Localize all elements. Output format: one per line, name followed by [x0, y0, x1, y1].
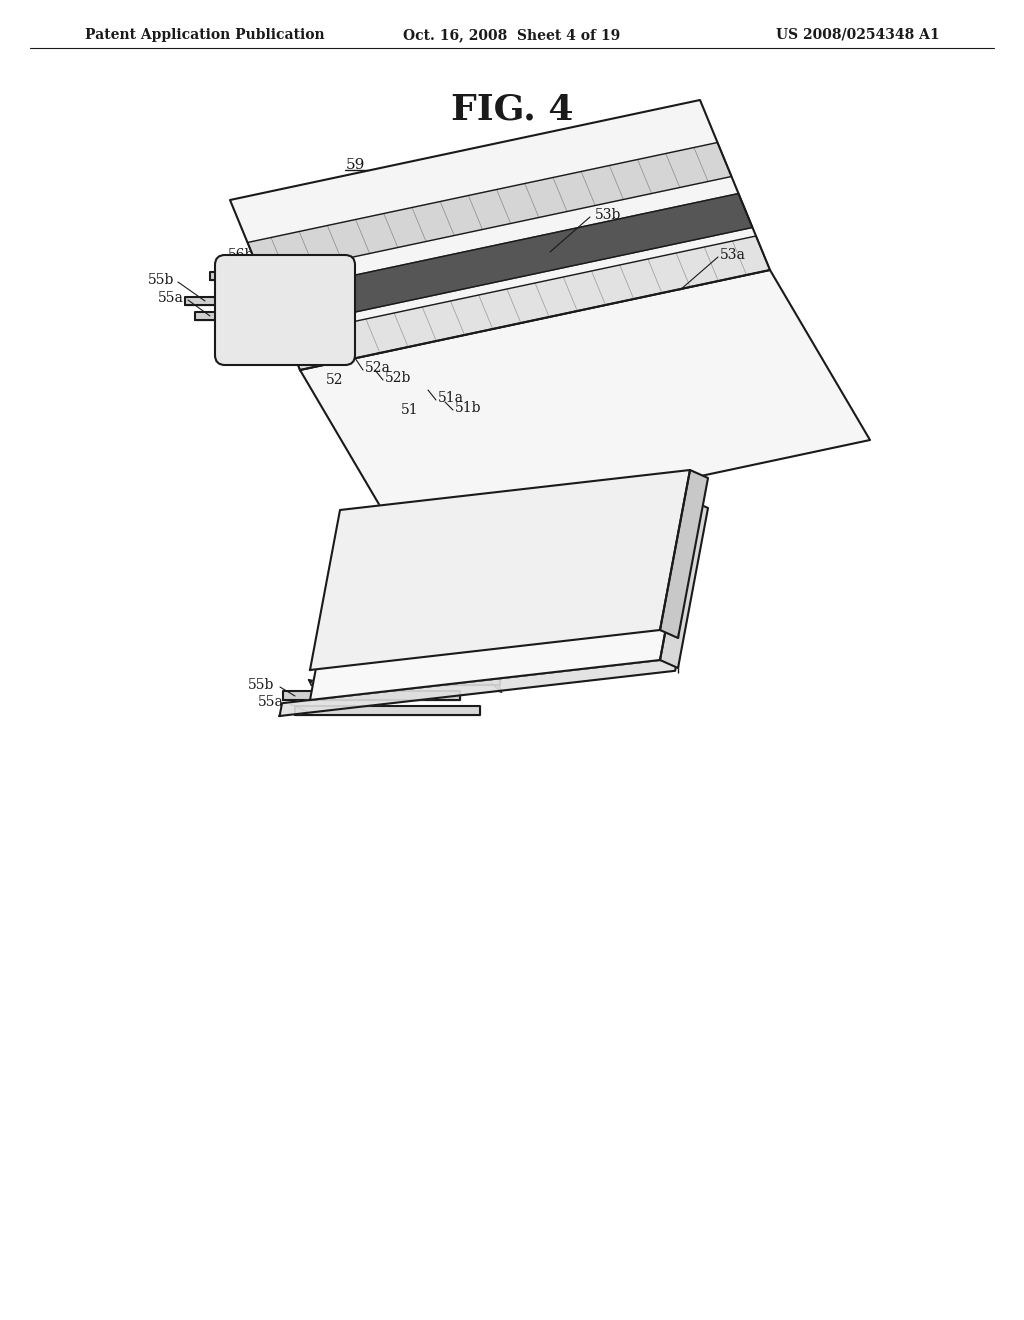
Polygon shape — [340, 676, 500, 685]
Polygon shape — [280, 657, 678, 715]
Text: 51: 51 — [401, 403, 419, 417]
Text: 50: 50 — [406, 642, 425, 655]
Polygon shape — [310, 470, 690, 671]
Polygon shape — [660, 500, 708, 668]
Text: FIG. 5: FIG. 5 — [451, 573, 573, 607]
Polygon shape — [286, 236, 770, 370]
Text: 56a: 56a — [248, 261, 273, 275]
Text: Patent Application Publication: Patent Application Publication — [85, 28, 325, 42]
FancyBboxPatch shape — [215, 255, 355, 366]
Text: 56b: 56b — [228, 248, 254, 261]
Polygon shape — [300, 271, 870, 540]
Polygon shape — [210, 272, 248, 280]
Polygon shape — [185, 297, 228, 305]
Text: 55b: 55b — [148, 273, 174, 286]
Text: 51b: 51b — [455, 401, 481, 414]
Text: FIG. 4: FIG. 4 — [451, 92, 573, 127]
Text: 57: 57 — [360, 550, 378, 565]
Text: 57a: 57a — [390, 523, 416, 537]
Polygon shape — [283, 690, 460, 700]
Polygon shape — [283, 690, 460, 700]
Polygon shape — [230, 100, 770, 370]
Polygon shape — [340, 676, 500, 685]
Polygon shape — [248, 143, 731, 276]
Text: 59: 59 — [345, 158, 365, 172]
Text: 55b: 55b — [248, 678, 274, 692]
Polygon shape — [218, 284, 255, 292]
Text: 56a: 56a — [365, 661, 391, 675]
Polygon shape — [310, 500, 690, 700]
Text: 56b: 56b — [345, 648, 372, 663]
Polygon shape — [300, 271, 870, 540]
Polygon shape — [195, 312, 234, 319]
Text: 55a: 55a — [158, 290, 184, 305]
Polygon shape — [295, 706, 480, 715]
Text: 53b: 53b — [595, 209, 622, 222]
Polygon shape — [660, 470, 708, 638]
Text: 55a: 55a — [258, 696, 284, 709]
Polygon shape — [328, 661, 488, 671]
Polygon shape — [185, 297, 228, 305]
Polygon shape — [268, 194, 753, 327]
Text: 52b: 52b — [385, 371, 412, 385]
Text: Oct. 16, 2008  Sheet 4 of 19: Oct. 16, 2008 Sheet 4 of 19 — [403, 28, 621, 42]
Text: 53a: 53a — [720, 248, 745, 261]
Polygon shape — [210, 272, 248, 280]
Text: 52: 52 — [327, 374, 344, 387]
Polygon shape — [328, 661, 488, 671]
Polygon shape — [195, 312, 234, 319]
Text: 51a: 51a — [438, 391, 464, 405]
Text: 52a: 52a — [365, 360, 391, 375]
Polygon shape — [295, 706, 480, 715]
Text: US 2008/0254348 A1: US 2008/0254348 A1 — [776, 28, 940, 42]
Polygon shape — [218, 284, 255, 292]
